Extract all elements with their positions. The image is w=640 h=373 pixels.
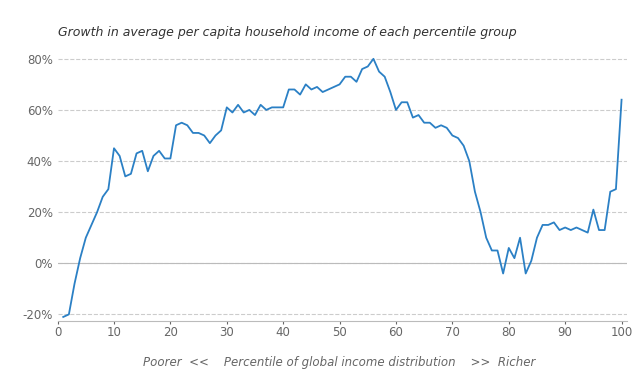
Text: Growth in average per capita household income of each percentile group: Growth in average per capita household i… (58, 26, 516, 40)
Text: Poorer  <<    Percentile of global income distribution    >>  Richer: Poorer << Percentile of global income di… (143, 356, 536, 369)
